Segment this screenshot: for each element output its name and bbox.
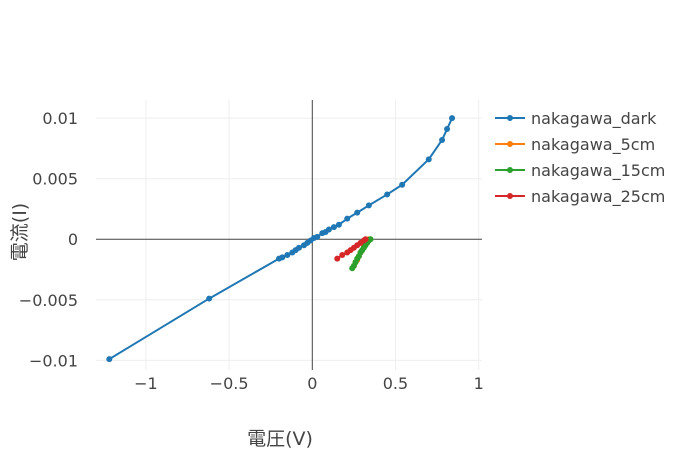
- series-nakagawa_15cm: [349, 236, 374, 272]
- y-tick-label: 0.005: [32, 170, 78, 189]
- y-tick-label: −0.01: [29, 351, 78, 370]
- x-tick-label: −1: [134, 374, 158, 393]
- data-point: [284, 251, 291, 258]
- data-point: [354, 209, 361, 216]
- data-point: [367, 236, 374, 243]
- data-point: [330, 224, 337, 231]
- data-point: [449, 115, 456, 122]
- data-point: [295, 244, 302, 251]
- legend-marker: [507, 141, 513, 147]
- x-tick-label: −0.5: [210, 374, 249, 393]
- data-point: [365, 202, 372, 209]
- data-point: [335, 221, 342, 228]
- data-point: [425, 156, 432, 163]
- y-tick-label: 0.01: [42, 109, 78, 128]
- legend-label: nakagawa_dark: [531, 109, 657, 129]
- data-point: [362, 236, 369, 243]
- y-axis-title: 電流(I): [9, 203, 31, 261]
- legend-item-nakagawa_dark[interactable]: nakagawa_dark: [495, 109, 657, 129]
- data-point: [444, 126, 451, 133]
- data-point: [344, 215, 351, 222]
- series-line: [108, 117, 453, 360]
- y-tick-label: 0: [68, 230, 78, 249]
- data-point: [399, 181, 406, 188]
- legend-label: nakagawa_15cm: [531, 161, 665, 181]
- x-tick-label: 0: [307, 374, 317, 393]
- x-tick-label: 0.5: [383, 374, 408, 393]
- legend-label: nakagawa_5cm: [531, 135, 655, 155]
- data-point: [106, 356, 113, 363]
- legend-item-nakagawa_25cm[interactable]: nakagawa_25cm: [495, 187, 665, 207]
- data-point: [279, 254, 286, 261]
- legend-marker: [507, 167, 513, 173]
- data-point: [439, 136, 446, 143]
- data-point: [334, 255, 341, 262]
- data-point: [325, 226, 332, 233]
- x-axis-title: 電圧(V): [247, 428, 313, 450]
- grid: [96, 100, 482, 370]
- zero-lines: [96, 100, 482, 370]
- data-point: [339, 251, 346, 258]
- legend-marker: [507, 115, 513, 121]
- data-point: [314, 233, 321, 240]
- legend-item-nakagawa_5cm[interactable]: nakagawa_5cm: [495, 135, 655, 155]
- legend[interactable]: nakagawa_dark nakagawa_5cm nakagawa_15cmna…: [495, 109, 665, 207]
- legend-marker: [507, 193, 513, 199]
- series-nakagawa_dark: [106, 115, 456, 363]
- legend-item-nakagawa_15cm[interactable]: nakagawa_15cm: [495, 161, 665, 181]
- data-point: [206, 295, 213, 302]
- x-tick-label: 1: [474, 374, 484, 393]
- series-nakagawa_25cm: [334, 236, 369, 262]
- data-point: [384, 191, 391, 198]
- legend-label: nakagawa_25cm: [531, 187, 665, 207]
- tick-labels: −1 −0.5 0 0.5 1 −0.01 −0.005 0 0.005 0.01: [19, 109, 484, 393]
- plot-area: [106, 115, 456, 363]
- y-tick-label: −0.005: [19, 291, 78, 310]
